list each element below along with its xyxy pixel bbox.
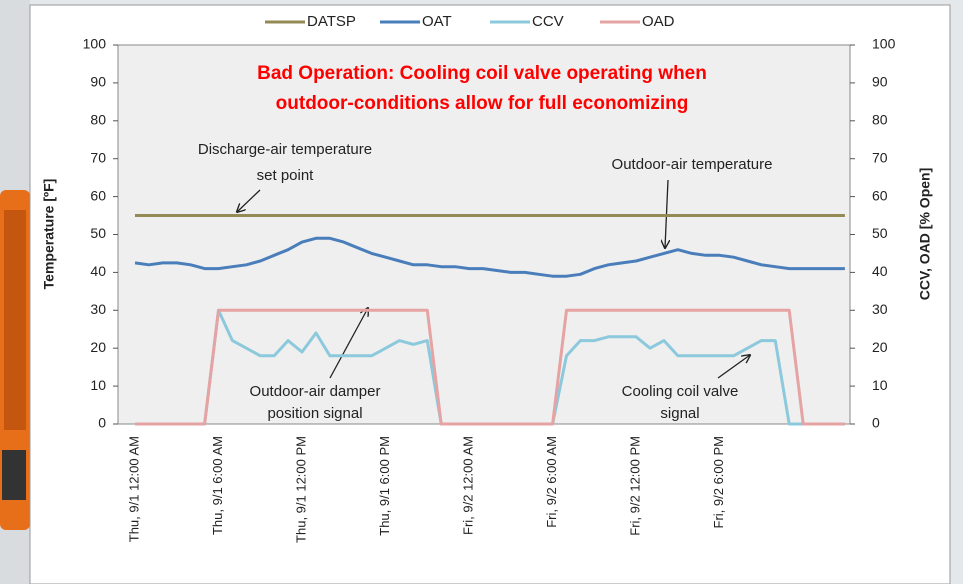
y2-axis-title: CCV, OAD [% Open] [917, 168, 933, 301]
y-tick-label: 0 [98, 415, 106, 431]
page: {"chart_data": {"type": "line", "title":… [0, 0, 963, 584]
y-tick-label: 10 [90, 377, 106, 393]
chart-title: Bad Operation: Cooling coil valve operat… [257, 63, 707, 84]
y2-tick-label: 30 [872, 301, 888, 317]
annotation: position signal [267, 405, 362, 422]
y2-tick-label: 90 [872, 74, 888, 90]
legend-label: OAD [642, 13, 675, 30]
legend-label: OAT [422, 13, 452, 30]
x-tick-label: Thu, 9/1 12:00 PM [293, 436, 308, 543]
y-tick-label: 50 [90, 225, 106, 241]
y-tick-label: 30 [90, 301, 106, 317]
annotation: Outdoor-air temperature [612, 156, 773, 173]
y2-tick-label: 60 [872, 187, 888, 203]
annotation: Cooling coil valve [622, 383, 739, 400]
x-tick-label: Thu, 9/1 6:00 PM [377, 436, 392, 536]
y-tick-label: 60 [90, 187, 106, 203]
y2-tick-label: 0 [872, 415, 880, 431]
x-tick-label: Thu, 9/1 12:00 AM [126, 436, 141, 542]
y-tick-label: 90 [90, 74, 106, 90]
x-tick-label: Fri, 9/2 12:00 AM [461, 436, 476, 535]
y2-tick-label: 100 [872, 36, 896, 52]
chart: 0 10 20 30 40 50 60 70 80 90 100 0 10 20 30 40 50 60 70 80 9… [0, 0, 963, 584]
y-tick-label: 20 [90, 339, 106, 355]
y-tick-label: 40 [90, 263, 106, 279]
annotation: signal [660, 405, 699, 422]
x-tick-label: Fri, 9/2 6:00 AM [544, 436, 559, 528]
legend-label: DATSP [307, 13, 356, 30]
y-tick-label: 100 [83, 36, 107, 52]
x-tick-label: Fri, 9/2 12:00 PM [628, 436, 643, 536]
y2-tick-label: 50 [872, 225, 888, 241]
device-photo [0, 0, 30, 584]
chart-title: outdoor-conditions allow for full econom… [276, 93, 689, 114]
x-tick-label: Fri, 9/2 6:00 PM [711, 436, 726, 528]
annotation: Outdoor-air damper [250, 383, 381, 400]
y2-tick-label: 10 [872, 377, 888, 393]
y-axis-title: Temperature [ºF] [41, 179, 57, 290]
legend-label: CCV [532, 13, 564, 30]
y2-tick-label: 70 [872, 149, 888, 165]
annotation: set point [257, 167, 315, 184]
y2-tick-label: 80 [872, 112, 888, 128]
y-tick-label: 80 [90, 112, 106, 128]
x-tick-label: Thu, 9/1 6:00 AM [210, 436, 225, 535]
y2-tick-label: 40 [872, 263, 888, 279]
y2-tick-label: 20 [872, 339, 888, 355]
y-tick-label: 70 [90, 149, 106, 165]
annotation: Discharge-air temperature [198, 141, 372, 158]
